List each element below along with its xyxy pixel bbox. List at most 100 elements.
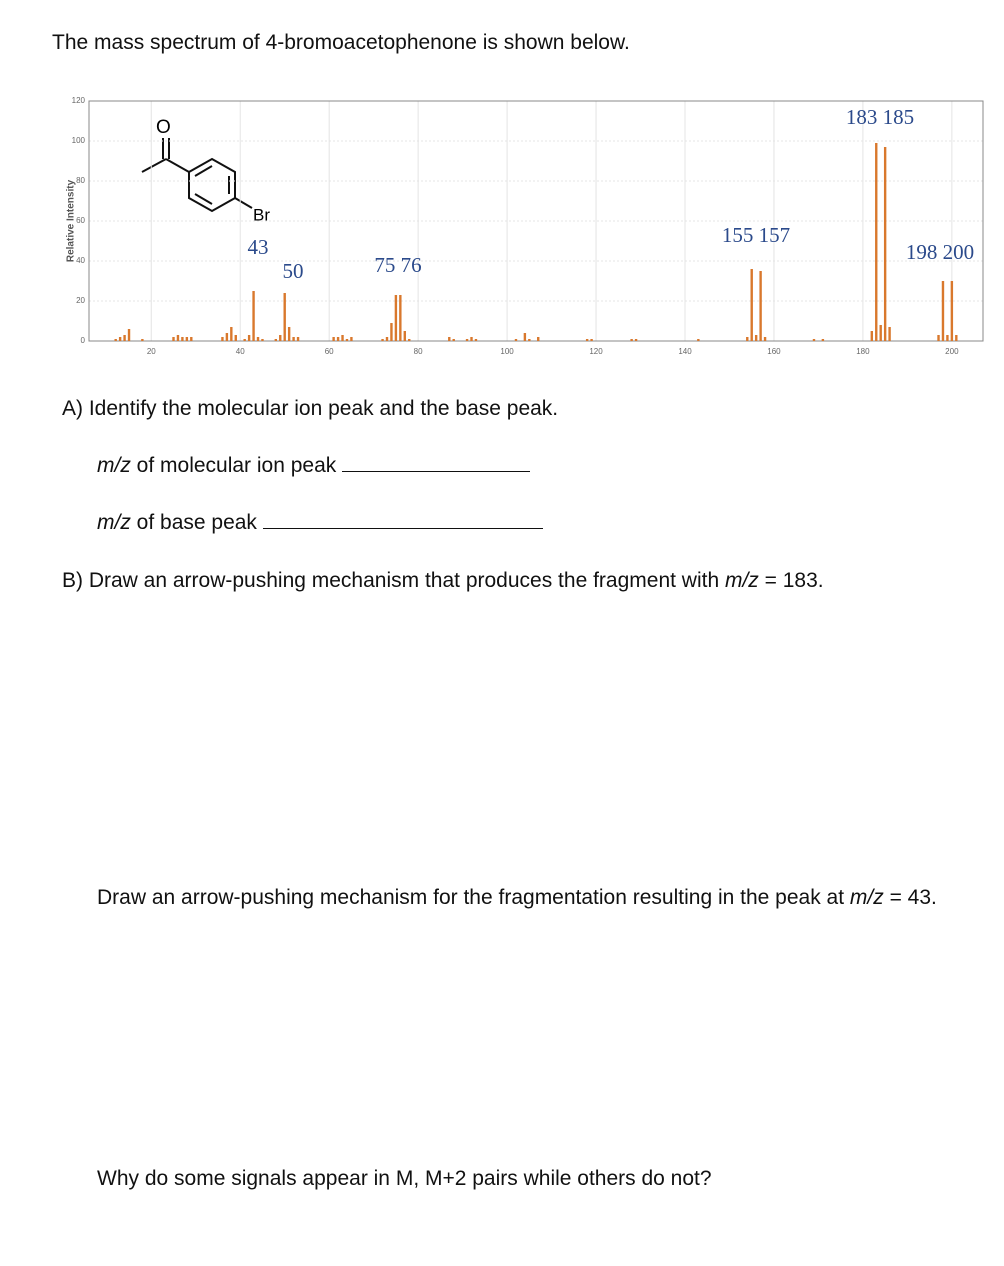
peak xyxy=(261,339,264,341)
peak xyxy=(234,335,237,341)
peak xyxy=(274,339,278,341)
peak xyxy=(190,337,193,341)
peak-annotation: 50 xyxy=(283,259,304,283)
peak xyxy=(750,269,753,341)
peak xyxy=(941,281,945,341)
peak xyxy=(123,335,126,341)
variable: m/z xyxy=(97,454,131,477)
y-tick-label: 40 xyxy=(76,256,85,265)
peak-annotation: 75 76 xyxy=(374,253,421,277)
peak xyxy=(955,335,958,341)
peak xyxy=(390,323,393,341)
peak xyxy=(470,337,473,341)
peak xyxy=(448,337,451,341)
peak-annotation: 43 xyxy=(248,235,269,259)
peak xyxy=(127,329,131,341)
peak xyxy=(585,339,589,341)
peak xyxy=(537,337,540,341)
peak-annotation: 183 185 xyxy=(846,105,914,129)
structure-label: Br xyxy=(253,205,270,224)
peak xyxy=(879,325,882,341)
peak xyxy=(870,331,874,341)
peak xyxy=(185,337,189,341)
peak xyxy=(452,339,455,341)
peak xyxy=(590,339,593,341)
peak xyxy=(394,295,398,341)
peak xyxy=(336,337,340,341)
peak xyxy=(172,337,175,341)
question-text: B) Draw an arrow-pushing mechanism that … xyxy=(62,569,720,592)
x-tick-label: 140 xyxy=(678,347,692,356)
blank-label: of base peak xyxy=(136,511,257,534)
peak xyxy=(247,335,251,341)
blank-row: m/z of molecular ion peak xyxy=(97,451,531,480)
peak xyxy=(523,333,527,341)
peak xyxy=(763,337,767,341)
peak xyxy=(283,293,286,341)
peak xyxy=(252,291,255,341)
question-text: Draw an arrow-pushing mechanism for the … xyxy=(97,886,845,909)
peak xyxy=(341,335,344,341)
blank-label: of molecular ion peak xyxy=(136,454,337,477)
peak xyxy=(114,339,117,341)
x-tick-label: 180 xyxy=(856,347,870,356)
x-tick-label: 80 xyxy=(414,347,423,356)
peak xyxy=(754,335,758,341)
question-c: Draw an arrow-pushing mechanism for the … xyxy=(97,883,977,912)
peak xyxy=(176,335,180,341)
peak-annotation: 155 157 xyxy=(722,223,790,247)
x-tick-label: 20 xyxy=(147,347,156,356)
x-tick-label: 160 xyxy=(767,347,781,356)
peak-annotation: 198 200 xyxy=(906,240,974,264)
structure xyxy=(141,138,253,213)
peak xyxy=(381,339,384,341)
peak xyxy=(946,335,949,341)
y-tick-label: 100 xyxy=(72,136,86,145)
peak xyxy=(350,337,353,341)
question-a: A) Identify the molecular ion peak and t… xyxy=(62,397,559,420)
peak xyxy=(230,327,233,341)
spectrum-chart: O Br 0 20 40 60 80 100 120 20 40 60 80 100 120 140 160… xyxy=(66,96,984,356)
peak xyxy=(225,333,229,341)
question-text: = 43. xyxy=(889,886,937,909)
peak xyxy=(474,339,478,341)
peak xyxy=(634,339,638,341)
question-b: B) Draw an arrow-pushing mechanism that … xyxy=(62,566,824,595)
peak xyxy=(181,337,184,341)
peak xyxy=(296,337,300,341)
peak xyxy=(875,143,878,341)
x-tick-label: 120 xyxy=(589,347,603,356)
x-tick-label: 60 xyxy=(325,347,334,356)
peak xyxy=(345,339,349,341)
variable: m/z xyxy=(724,569,759,592)
peak xyxy=(759,271,762,341)
y-axis-label: Relative Intensity xyxy=(66,179,77,262)
peak xyxy=(746,337,749,341)
y-tick-label: 80 xyxy=(76,176,85,185)
peak xyxy=(883,147,887,341)
y-tick-label: 60 xyxy=(76,216,85,225)
peak xyxy=(408,339,411,341)
question-d: Why do some signals appear in M, M+2 pai… xyxy=(97,1167,712,1190)
answer-line[interactable] xyxy=(342,451,531,472)
answer-line[interactable] xyxy=(262,508,543,529)
peak xyxy=(697,339,700,341)
peak xyxy=(812,339,816,341)
peak xyxy=(292,337,295,341)
peak xyxy=(332,337,335,341)
x-tick-label: 100 xyxy=(500,347,514,356)
y-tick-label: 20 xyxy=(76,296,85,305)
variable: m/z xyxy=(849,886,884,909)
peak xyxy=(465,339,469,341)
peak xyxy=(256,337,260,341)
peak xyxy=(118,337,122,341)
peak xyxy=(937,335,940,341)
peak xyxy=(821,339,825,341)
peak xyxy=(399,295,402,341)
peak xyxy=(950,281,954,341)
blank-row: m/z of base peak xyxy=(97,508,543,537)
peak xyxy=(243,339,246,341)
peak xyxy=(514,339,518,341)
peak xyxy=(403,331,406,341)
